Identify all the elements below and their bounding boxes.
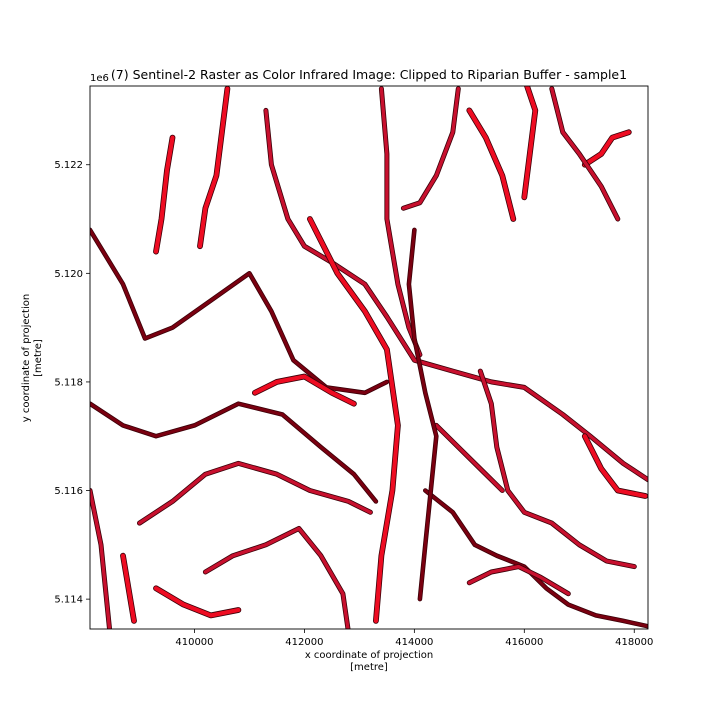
y-axis-label-line1: y coordinate of projection — [21, 293, 32, 423]
chart-title: (7) Sentinel-2 Raster as Color Infrared … — [110, 67, 628, 82]
y-tick-label: 5.120 — [54, 269, 83, 280]
x-axis-label: x coordinate of projection [metre] — [269, 650, 469, 674]
stream-buffer-24 — [407, 228, 438, 601]
stream-buffer-15 — [478, 369, 636, 569]
stream-buffer-14 — [522, 86, 538, 200]
stream-buffer-5 — [307, 216, 400, 623]
stream-buffer-8 — [137, 461, 373, 525]
stream-buffer-6 — [379, 87, 422, 357]
y-offset-label: 1e6 — [90, 73, 109, 84]
x-tick-label: 410000 — [175, 637, 213, 648]
stream-buffer-23 — [550, 87, 620, 221]
stream-buffer-4 — [264, 108, 648, 482]
stream-buffer-9 — [252, 374, 356, 406]
stream-buffer-18 — [467, 564, 570, 596]
stream-buffer-11 — [153, 586, 241, 618]
x-tick-label: 414000 — [395, 637, 433, 648]
y-tick-label: 5.116 — [54, 486, 83, 497]
y-axis-label: y coordinate of projection [metre] — [21, 258, 45, 458]
x-axis-label-line1: x coordinate of projection — [304, 650, 434, 661]
stream-buffer-7 — [90, 402, 378, 503]
plot-frame — [89, 85, 649, 630]
riparian-buffer-layer — [90, 86, 648, 629]
y-tick-label: 5.114 — [54, 595, 83, 606]
stream-buffer-19 — [582, 434, 648, 499]
x-axis-label-line2: [metre] — [350, 662, 388, 673]
stream-buffer-3 — [90, 228, 389, 395]
y-tick-label: 5.122 — [54, 160, 83, 171]
y-tick-label: 5.118 — [54, 377, 83, 388]
stream-buffer-20 — [582, 130, 631, 167]
plot-area — [90, 86, 648, 629]
x-tick-label: 418000 — [615, 637, 653, 648]
stream-buffer-12 — [401, 87, 460, 210]
stream-buffer-22 — [120, 553, 137, 623]
stream-buffer-21 — [90, 488, 112, 629]
stream-buffer-16 — [434, 423, 504, 493]
x-tick-label: 416000 — [505, 637, 543, 648]
stream-buffer-10 — [203, 526, 350, 629]
stream-buffer-2 — [153, 135, 175, 254]
stream-buffer-1 — [197, 86, 230, 249]
x-tick-label: 412000 — [285, 637, 323, 648]
y-axis-label-line2: [metre] — [33, 339, 44, 377]
y-axis: 5.114 5.116 5.118 5.120 5.122 — [54, 160, 90, 606]
x-axis: 410000 412000 414000 416000 418000 — [175, 629, 653, 648]
stream-buffer-13 — [467, 108, 516, 222]
